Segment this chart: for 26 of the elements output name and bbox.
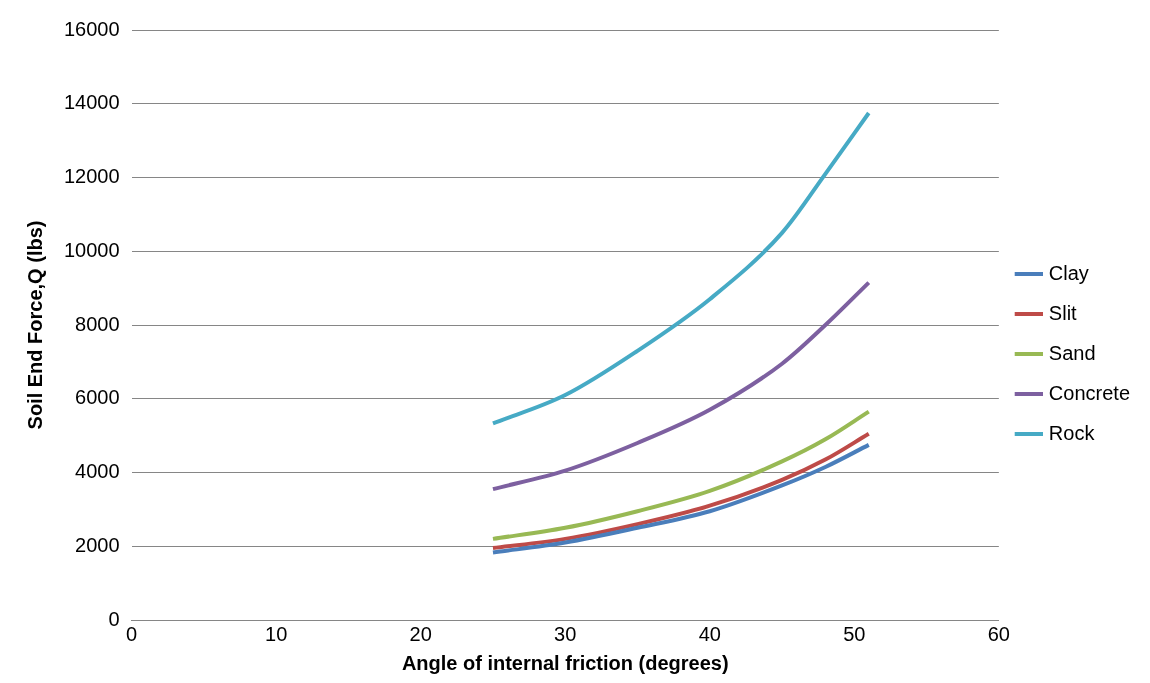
x-tick-label: 20 (409, 622, 432, 645)
x-tick-label: 0 (126, 622, 138, 645)
legend-label: Slit (1048, 301, 1078, 324)
line-series (490, 280, 871, 492)
legend-label: Sand (1048, 341, 1096, 364)
y-tick-label: 0 (108, 607, 120, 630)
x-tick-label: 40 (698, 622, 721, 645)
y-tick-label: 8000 (75, 312, 120, 335)
y-tick-label: 10000 (63, 238, 120, 261)
y-axis-title: Soil End Force,Q (lbs) (23, 220, 46, 430)
line-series (490, 110, 871, 426)
y-tick-label: 6000 (75, 386, 120, 409)
line-series (490, 409, 871, 541)
x-tick-label: 50 (843, 622, 866, 645)
x-tick-label: 10 (265, 622, 288, 645)
x-tick-label: 60 (987, 622, 1010, 645)
y-tick-label: 14000 (63, 91, 120, 114)
y-tick-label: 2000 (75, 533, 120, 556)
y-tick-label: 12000 (63, 165, 120, 188)
x-tick-label: 30 (554, 622, 577, 645)
y-tick-label: 16000 (63, 17, 120, 40)
y-tick-label: 4000 (75, 460, 120, 483)
x-axis-title: Angle of internal friction (degrees) (401, 651, 729, 674)
legend-label: Rock (1048, 421, 1096, 444)
legend-label: Clay (1048, 261, 1089, 284)
legend-label: Concrete (1048, 381, 1130, 404)
